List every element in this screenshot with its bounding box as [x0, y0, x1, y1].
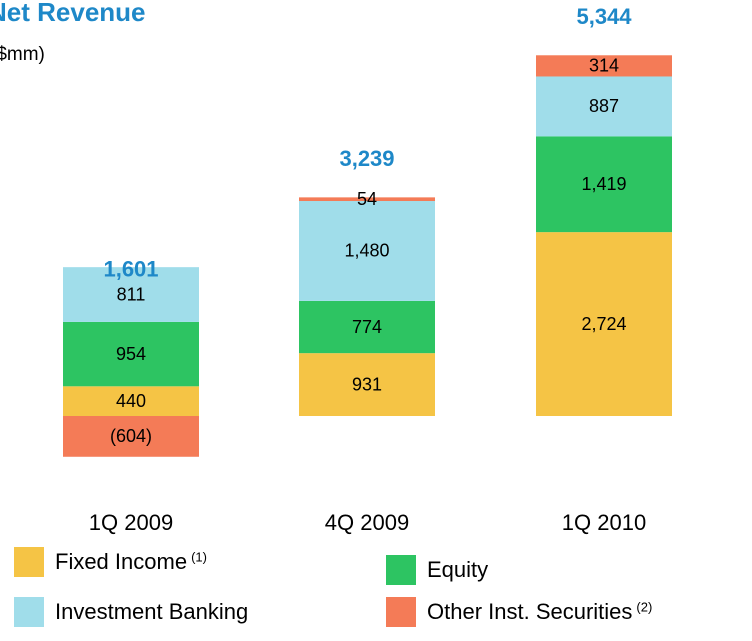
total-label: 5,344 — [576, 4, 632, 29]
data-label: 1,480 — [344, 241, 389, 261]
legend-note: (1) — [191, 549, 207, 564]
x-tick-label: 1Q 2010 — [562, 510, 646, 535]
bar-segment — [536, 55, 672, 77]
chart-title: Net Revenue — [0, 0, 146, 27]
bar-segment — [536, 136, 672, 233]
data-label: 954 — [116, 344, 146, 364]
bar-segment — [63, 416, 199, 457]
data-label: 2,724 — [581, 314, 626, 334]
data-label: (604) — [110, 426, 152, 446]
data-label: 1,419 — [581, 174, 626, 194]
legend-swatch — [14, 597, 44, 627]
data-label: 440 — [116, 391, 146, 411]
data-label: 811 — [117, 284, 146, 304]
bar-segment — [536, 232, 672, 416]
bar-segment — [299, 197, 435, 202]
legend-swatch — [386, 555, 416, 585]
data-label: 887 — [589, 96, 619, 116]
data-label: 931 — [352, 374, 382, 394]
legend-label: Other Inst. Securities — [427, 599, 632, 624]
legend-swatch — [386, 597, 416, 627]
x-tick-label: 4Q 2009 — [325, 510, 409, 535]
bar-segment — [536, 76, 672, 137]
legend-label: Equity — [427, 557, 488, 582]
legend-label: Investment Banking — [55, 599, 248, 624]
total-label: 1,601 — [103, 257, 158, 282]
bar-segment — [299, 300, 435, 354]
legend-note: (2) — [636, 599, 652, 614]
bar-segment — [63, 386, 199, 416]
data-label: 314 — [589, 56, 619, 76]
chart-subtitle: ($mm) — [0, 44, 45, 65]
x-tick-label: 1Q 2009 — [89, 510, 173, 535]
total-label: 3,239 — [339, 146, 394, 171]
bar-segment — [63, 267, 199, 322]
legend-swatch — [14, 547, 44, 577]
data-label: 774 — [352, 317, 382, 337]
bar-segment — [299, 201, 435, 301]
data-label: 54 — [357, 189, 377, 209]
legend-label: Fixed Income — [55, 549, 187, 574]
bar-segment — [63, 321, 199, 387]
bar-segment — [299, 353, 435, 416]
